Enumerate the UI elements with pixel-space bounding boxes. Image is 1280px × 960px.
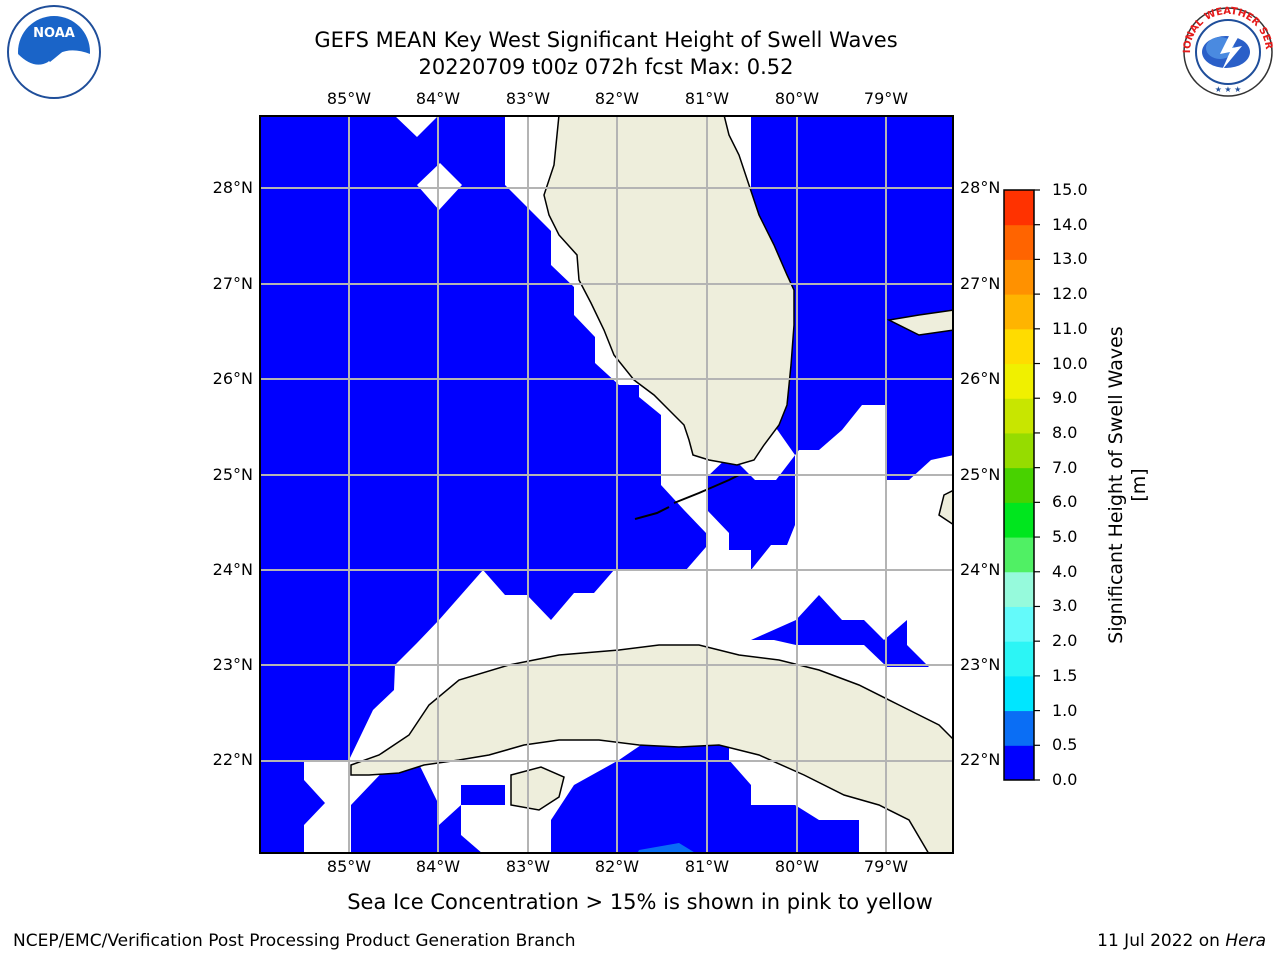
lat-label-right: 27°N (960, 274, 1001, 293)
chart-subtitle: 20220709 t00z 072h fcst Max: 0.52 (418, 55, 794, 79)
swell-field-gulf (259, 115, 706, 854)
footer-date-text: 11 Jul 2022 on (1097, 931, 1226, 951)
land-florida (543, 115, 795, 466)
colorbar-tick-label: 9.0 (1052, 388, 1078, 408)
colorbar-tick-label: 15.0 (1052, 180, 1088, 199)
colorbar-tick-label: 8.0 (1052, 422, 1078, 442)
chart-title: GEFS MEAN Key West Significant Height of… (314, 28, 898, 52)
lat-label-left: 25°N (212, 465, 253, 484)
colorbar-segment (1004, 745, 1034, 781)
lon-label-bottom: 82°W (594, 857, 640, 876)
colorbar-tick-label: 0.5 (1052, 735, 1078, 755)
lon-label-top: 84°W (415, 89, 461, 108)
lon-label-top: 80°W (774, 89, 820, 108)
colorbar-segment (1004, 363, 1034, 399)
colorbar-tick-label: 14.0 (1052, 214, 1088, 234)
colorbar-segment (1004, 294, 1034, 330)
land-bahamas (886, 309, 954, 336)
colorbar (1003, 189, 1040, 781)
nws-logo: NATIONAL WEATHER SERVICE ★ ★ ★ (1180, 4, 1274, 97)
sea-ice-note: Sea Ice Concentration > 15% is shown in … (347, 890, 933, 914)
colorbar-label: Significant Height of Swell Waves [m] (1105, 326, 1150, 644)
footer-date: 11 Jul 2022 on Hera (1097, 931, 1266, 951)
lon-label-bottom: 80°W (774, 857, 820, 876)
lat-label-left: 22°N (212, 750, 253, 769)
lon-label-bottom: 84°W (415, 857, 461, 876)
white-patch-gulf (417, 163, 462, 210)
colorbar-tick-label: 1.0 (1052, 700, 1078, 720)
lat-label-right: 24°N (960, 560, 1001, 579)
colorbar-tick-label: 3.0 (1052, 596, 1078, 616)
colorbar-tick-label: 2.0 (1052, 631, 1078, 651)
colorbar-tick-label: 6.0 (1052, 492, 1078, 512)
lon-label-top: 79°W (863, 89, 909, 108)
map-frame (259, 115, 954, 854)
lat-label-right: 28°N (960, 178, 1001, 197)
colorbar-frame (1003, 189, 1035, 781)
lat-label-right: 26°N (960, 369, 1001, 388)
colorbar-segment (1004, 571, 1034, 607)
colorbar-tick-label: 7.0 (1052, 457, 1078, 477)
colorbar-tick-label: 11.0 (1052, 318, 1088, 338)
lat-label-left: 23°N (212, 655, 253, 674)
colorbar-segment (1004, 328, 1034, 365)
land-cuba (350, 644, 954, 854)
colorbar-segment (1004, 606, 1034, 642)
lon-label-top: 85°W (326, 89, 372, 108)
footer-host: Hera (1225, 931, 1266, 951)
lat-label-right: 25°N (960, 465, 1001, 484)
colorbar-segment (1004, 432, 1034, 469)
lon-label-top: 83°W (505, 89, 551, 108)
lon-label-bottom: 81°W (684, 857, 730, 876)
swell-field-atlantic (707, 115, 954, 570)
swell-field-caribbean (551, 745, 859, 854)
colorbar-tick-label: 10.0 (1052, 353, 1088, 373)
land-andros (938, 489, 954, 526)
land-isla-juventud (510, 766, 565, 811)
lon-label-bottom: 79°W (863, 857, 909, 876)
colorbar-segment (1004, 467, 1034, 503)
colorbar-segment (1004, 675, 1034, 712)
lat-label-left: 27°N (212, 274, 253, 293)
colorbar-segment (1004, 190, 1034, 226)
colorbar-tick-label: 12.0 (1052, 284, 1088, 304)
colorbar-tick-label: 4.0 (1052, 561, 1078, 581)
noaa-logo: NOAA (7, 5, 101, 99)
colorbar-segment (1004, 224, 1034, 260)
colorbar-tick-label: 0.0 (1052, 770, 1078, 789)
lat-label-right: 22°N (960, 750, 1001, 769)
map-grid (259, 115, 954, 854)
lat-label-left: 28°N (212, 178, 253, 197)
colorbar-segment (1004, 710, 1034, 746)
lat-label-right: 23°N (960, 655, 1001, 674)
lat-label-left: 26°N (212, 369, 253, 388)
lon-label-top: 82°W (594, 89, 640, 108)
swell-field-bahamas-1 (751, 595, 929, 667)
colorbar-segment (1004, 537, 1034, 573)
colorbar-tick-label: 1.5 (1052, 665, 1078, 685)
svg-text:★ ★ ★: ★ ★ ★ (1215, 85, 1242, 94)
lon-label-bottom: 85°W (326, 857, 372, 876)
colorbar-tick-label: 5.0 (1052, 527, 1078, 547)
florida-keys (634, 474, 740, 520)
colorbar-tick-label: 13.0 (1052, 249, 1088, 269)
noaa-logo-text: NOAA (33, 26, 75, 41)
lat-label-left: 24°N (212, 560, 253, 579)
lon-label-bottom: 83°W (505, 857, 551, 876)
colorbar-segment (1004, 502, 1034, 538)
lon-label-top: 81°W (684, 89, 730, 108)
swell-field-light (637, 843, 697, 854)
footer-credit: NCEP/EMC/Verification Post Processing Pr… (13, 931, 576, 951)
colorbar-segment (1004, 398, 1034, 434)
colorbar-segment (1004, 259, 1034, 295)
swell-field-south (351, 760, 505, 854)
swell-height-map (259, 115, 954, 854)
colorbar-segment (1004, 641, 1034, 677)
